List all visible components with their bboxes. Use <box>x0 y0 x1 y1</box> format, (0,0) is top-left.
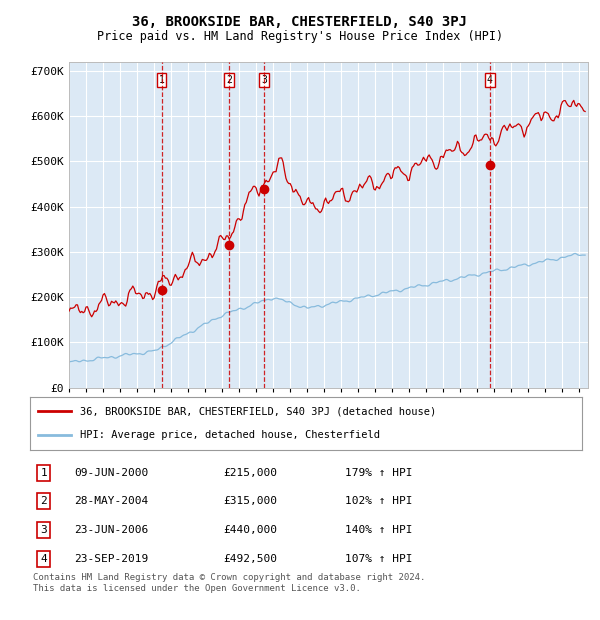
Text: 2: 2 <box>226 75 232 85</box>
Text: 2: 2 <box>40 497 47 507</box>
Text: 1: 1 <box>158 75 164 85</box>
Text: Price paid vs. HM Land Registry's House Price Index (HPI): Price paid vs. HM Land Registry's House … <box>97 30 503 43</box>
Text: 4: 4 <box>40 554 47 564</box>
Text: 36, BROOKSIDE BAR, CHESTERFIELD, S40 3PJ: 36, BROOKSIDE BAR, CHESTERFIELD, S40 3PJ <box>133 16 467 30</box>
Text: £215,000: £215,000 <box>223 467 277 477</box>
Text: 36, BROOKSIDE BAR, CHESTERFIELD, S40 3PJ (detached house): 36, BROOKSIDE BAR, CHESTERFIELD, S40 3PJ… <box>80 406 436 416</box>
Text: 28-MAY-2004: 28-MAY-2004 <box>74 497 148 507</box>
Text: 23-JUN-2006: 23-JUN-2006 <box>74 525 148 535</box>
Text: 09-JUN-2000: 09-JUN-2000 <box>74 467 148 477</box>
Text: 107% ↑ HPI: 107% ↑ HPI <box>344 554 412 564</box>
Text: £315,000: £315,000 <box>223 497 277 507</box>
Text: £492,500: £492,500 <box>223 554 277 564</box>
Text: 3: 3 <box>261 75 267 85</box>
Text: £440,000: £440,000 <box>223 525 277 535</box>
Text: Contains HM Land Registry data © Crown copyright and database right 2024.
This d: Contains HM Land Registry data © Crown c… <box>33 574 425 593</box>
Text: 23-SEP-2019: 23-SEP-2019 <box>74 554 148 564</box>
Text: HPI: Average price, detached house, Chesterfield: HPI: Average price, detached house, Ches… <box>80 430 380 440</box>
Text: 1: 1 <box>40 467 47 477</box>
Text: 3: 3 <box>40 525 47 535</box>
Text: 4: 4 <box>487 75 493 85</box>
Text: 179% ↑ HPI: 179% ↑ HPI <box>344 467 412 477</box>
Text: 140% ↑ HPI: 140% ↑ HPI <box>344 525 412 535</box>
Text: 102% ↑ HPI: 102% ↑ HPI <box>344 497 412 507</box>
